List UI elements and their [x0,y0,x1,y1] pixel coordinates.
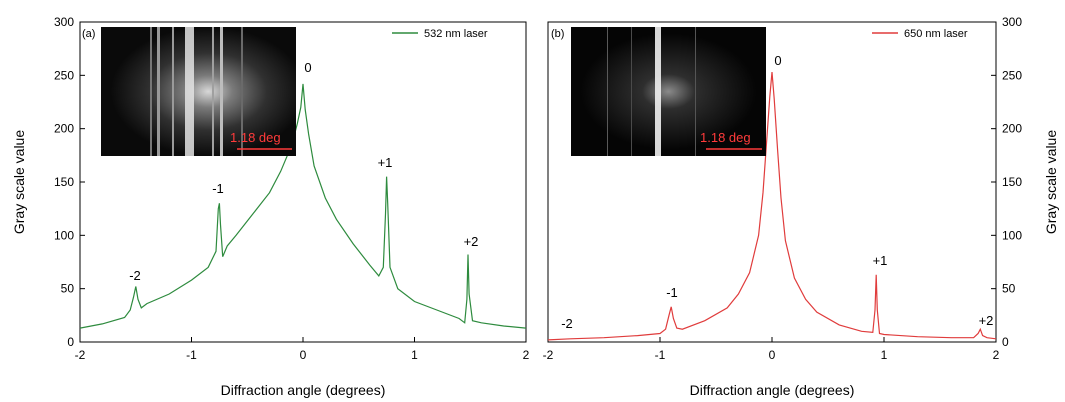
y-tick-label: 250 [1002,68,1022,82]
legend-label-a: 532 nm laser [424,28,488,40]
x-tick-label: 2 [523,348,530,362]
x-tick-label: 0 [769,348,776,362]
scale-label-a: 1.18 deg [230,130,281,145]
panel-label-b: (b) [551,28,564,40]
x-tick-label: 2 [993,348,1000,362]
y-tick-label: 300 [1002,15,1022,29]
y-tick-label: 50 [61,282,75,296]
x-axis-ticks-a: -2 -1 0 1 2 [75,337,530,362]
annotation-order-p1-b: +1 [873,253,888,268]
x-tick-label: -2 [75,348,86,362]
x-axis-ticks-b: -2 -1 0 1 2 [543,337,1000,362]
annotation-order-m1-a: -1 [212,181,224,196]
annotation-order-m2-b: -2 [561,316,573,331]
y-tick-label: 300 [54,15,74,29]
inset-image-b: 1.18 deg [571,27,766,156]
series-line-650nm [547,72,997,341]
panel-a: 0 50 100 150 200 250 300 -2 -1 0 1 2 Gray scale va… [11,15,530,398]
y-tick-label: 150 [54,175,74,189]
inset-image-a: 1.18 deg [101,27,296,156]
x-axis-label-b: Diffraction angle (degrees) [690,382,855,398]
annotation-order-p2-a: +2 [464,234,479,249]
x-axis-label-a: Diffraction angle (degrees) [221,382,386,398]
y-axis-label-a: Gray scale value [11,130,27,234]
annotation-order-p1-a: +1 [378,155,393,170]
x-tick-label: -1 [186,348,197,362]
x-tick-label: 1 [881,348,888,362]
y-tick-label: 250 [54,68,74,82]
annotation-order-0-b: 0 [774,53,781,68]
y-tick-label: 150 [1002,175,1022,189]
x-tick-label: 0 [300,348,307,362]
x-tick-label: -1 [655,348,666,362]
y-axis-ticks-a: 0 50 100 150 200 250 300 [54,15,85,349]
y-tick-label: 100 [54,228,74,242]
annotation-order-m2-a: -2 [129,268,141,283]
panel-b: 0 50 100 150 200 250 300 -2 -1 0 1 2 Gray scale va… [543,15,1059,398]
panel-label-a: (a) [82,28,95,40]
x-tick-label: -2 [543,348,554,362]
y-tick-label: 100 [1002,228,1022,242]
y-tick-label: 0 [67,335,74,349]
x-tick-label: 1 [411,348,418,362]
annotation-order-m1-b: -1 [666,285,678,300]
series-line-532nm [79,83,527,329]
y-tick-label: 200 [54,122,74,136]
legend-label-b: 650 nm laser [904,28,968,40]
y-axis-ticks-b: 0 50 100 150 200 250 300 [991,15,1022,349]
y-tick-label: 200 [1002,122,1022,136]
scale-label-b: 1.18 deg [700,130,751,145]
y-tick-label: 50 [1002,282,1016,296]
annotation-order-p2-b: +2 [979,313,994,328]
annotation-order-0-a: 0 [304,60,311,75]
y-tick-label: 0 [1002,335,1009,349]
y-axis-label-b: Gray scale value [1043,130,1059,234]
